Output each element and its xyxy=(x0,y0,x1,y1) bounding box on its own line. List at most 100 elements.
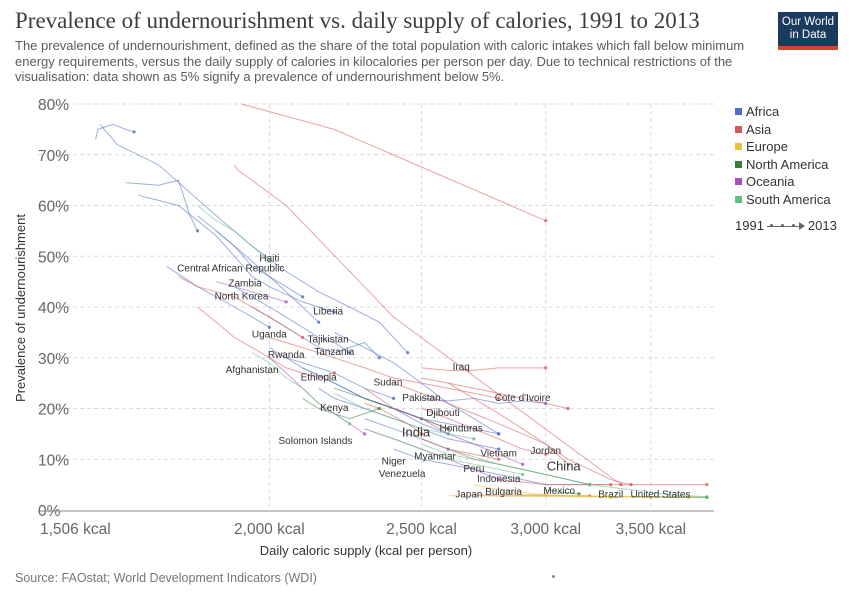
series-end-point xyxy=(544,452,548,456)
series-end-point xyxy=(446,427,450,431)
series-line xyxy=(393,382,569,465)
country-label: Djibouti xyxy=(426,408,459,419)
country-label: India xyxy=(402,424,431,439)
timeline-legend: 1991 2013 xyxy=(735,218,837,233)
series-end-point xyxy=(419,432,424,436)
series-line xyxy=(233,164,622,486)
legend-item-oceania[interactable]: Oceania xyxy=(735,173,831,191)
country-label: Indonesia xyxy=(477,474,521,485)
legend-swatch xyxy=(735,160,742,168)
timeline-end: 2013 xyxy=(807,218,837,233)
series-line xyxy=(421,408,546,455)
legend-item-asia[interactable]: Asia xyxy=(735,121,831,139)
series-line xyxy=(197,205,270,262)
series-end-point xyxy=(317,320,321,324)
series-end-point xyxy=(566,462,570,466)
country-label: Mexico xyxy=(543,486,575,497)
country-label: Sudan xyxy=(373,378,402,389)
series-line xyxy=(178,276,303,338)
legend-item-africa[interactable]: Africa xyxy=(735,103,831,121)
country-label: United States xyxy=(630,489,690,500)
country-label: Zambia xyxy=(228,279,262,290)
series-line xyxy=(545,489,580,495)
series-end-point xyxy=(497,457,501,461)
pager-dot xyxy=(552,575,555,578)
x-axis-label: Daily caloric supply (kcal per person) xyxy=(260,543,472,558)
x-tick-label: 2,000 kcal xyxy=(234,521,305,538)
series-end-point xyxy=(705,483,709,487)
chart-title: Prevalence of undernourishment vs. daily… xyxy=(15,8,700,33)
series-line xyxy=(393,408,523,465)
series-end-point xyxy=(521,472,525,477)
series-line xyxy=(234,286,350,354)
y-tick-label: 10% xyxy=(38,452,69,469)
chart-subtitle: The prevalence of undernourishment, defi… xyxy=(15,38,745,84)
series-end-point xyxy=(521,462,525,466)
series-line xyxy=(241,103,546,222)
series-line xyxy=(286,357,394,399)
series-end-point xyxy=(195,229,200,233)
country-label: Liberia xyxy=(313,307,343,318)
series-line xyxy=(125,179,199,232)
y-tick-label: 50% xyxy=(38,249,69,266)
country-label: Pakistan xyxy=(402,393,440,404)
series-line xyxy=(138,194,335,313)
y-tick-label: 20% xyxy=(38,402,69,419)
series-end-point xyxy=(497,477,501,482)
series-end-point xyxy=(497,447,501,451)
x-tick-label: 1,506 kcal xyxy=(40,521,111,538)
owid-logo[interactable]: Our World in Data xyxy=(778,12,838,50)
series-end-point xyxy=(363,432,367,436)
series-line xyxy=(448,448,707,498)
country-label: Japan xyxy=(455,489,482,500)
series-lines xyxy=(95,103,709,499)
x-tick-label: 2,500 kcal xyxy=(386,521,457,538)
legend-item-europe[interactable]: Europe xyxy=(735,138,831,156)
series-end-point xyxy=(284,300,288,304)
country-label: Tajikistan xyxy=(308,335,349,346)
country-label: North Korea xyxy=(215,291,269,302)
legend-swatch xyxy=(735,125,742,133)
series-end-point xyxy=(332,310,336,314)
y-tick-label: 70% xyxy=(38,148,69,165)
country-label: China xyxy=(547,458,582,473)
series-end-point xyxy=(132,130,136,134)
country-label: Ethiopia xyxy=(301,373,338,384)
logo-line-2: in Data xyxy=(789,28,827,41)
series-end-point xyxy=(705,495,709,499)
series-end-point xyxy=(392,396,396,400)
country-label: Venezuela xyxy=(379,469,426,480)
series-line xyxy=(447,382,632,486)
legend-swatch xyxy=(735,143,742,151)
series-end-point xyxy=(348,422,352,426)
series-line xyxy=(364,428,523,475)
series-line xyxy=(215,230,303,298)
legend-item-south-america[interactable]: South America xyxy=(735,191,831,209)
logo-line-1: Our World xyxy=(781,16,835,28)
country-label: Niger xyxy=(382,456,407,467)
x-tick-label: 3,500 kcal xyxy=(615,521,686,538)
series-end-point xyxy=(544,366,548,370)
series-end-point xyxy=(629,483,633,487)
timeline-start: 1991 xyxy=(735,218,764,233)
y-axis-label: Prevalence of undernourishment xyxy=(13,214,28,402)
y-tick-label: 60% xyxy=(38,199,69,216)
series-line xyxy=(364,402,422,435)
legend-item-north-america[interactable]: North America xyxy=(735,156,831,174)
country-label: Rwanda xyxy=(268,350,305,361)
country-label: Haiti xyxy=(259,253,279,264)
country-label: Honduras xyxy=(440,423,483,434)
series-end-point xyxy=(348,351,352,355)
x-tick-label: 3,000 kcal xyxy=(510,521,581,538)
series-line xyxy=(95,123,135,140)
legend-swatch xyxy=(735,178,742,186)
series-end-point xyxy=(577,492,581,496)
country-label: Solomon Islands xyxy=(279,436,353,447)
series-line xyxy=(216,281,287,303)
series-end-point xyxy=(566,406,570,411)
series-line xyxy=(631,496,707,498)
country-label: Peru xyxy=(463,464,484,475)
y-tick-label: 40% xyxy=(38,300,69,317)
country-label: Jordan xyxy=(530,446,561,457)
